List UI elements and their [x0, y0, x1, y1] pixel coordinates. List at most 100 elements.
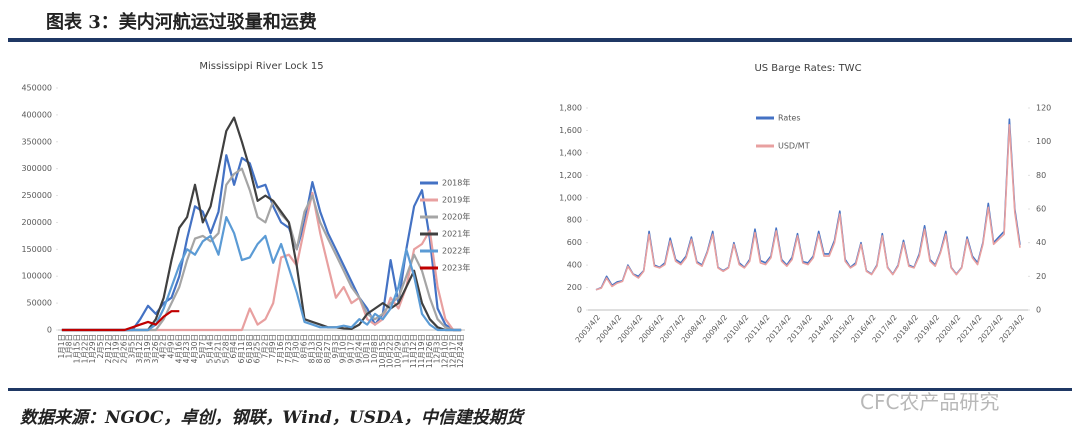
series-line [61, 191, 462, 332]
legend-label: 2022年 [442, 246, 470, 256]
series-line [595, 124, 1021, 291]
y2-tick-label: 60 [1036, 205, 1046, 214]
x-tick-label: 6月11日 [237, 334, 246, 363]
x-tick-label: 4月23日 [182, 334, 191, 363]
x-tick-label: 2月26日 [120, 334, 129, 363]
x-tick-label: 2月19日 [112, 334, 121, 363]
y-tick-label: 800 [567, 216, 582, 225]
x-tick-label: 10月22日 [386, 334, 395, 368]
chart-title: Mississippi River Lock 15 [199, 61, 323, 72]
x-tick-label: 7月30日 [292, 334, 301, 363]
x-tick-label: 3月5日 [127, 334, 136, 359]
y-tick-label: 450000 [21, 84, 52, 93]
x-tick-label: 12月24日 [456, 334, 465, 368]
y2-tick-label: 80 [1036, 171, 1046, 180]
y2-tick-label: 100 [1036, 137, 1051, 146]
x-tick-label: 1月22日 [80, 334, 89, 363]
x-tick-label: 10月1日 [362, 334, 371, 363]
x-tick-label: 12月10日 [440, 334, 449, 368]
y-tick-label: 1,400 [559, 148, 582, 157]
x-tick-label: 7月2日 [260, 334, 269, 359]
y-tick-label: 150000 [21, 245, 52, 254]
x-tick-label: 1月8日 [65, 334, 74, 359]
x-tick-label: 5月14日 [206, 334, 215, 363]
x-tick-label: 7月23日 [284, 334, 293, 363]
x-tick-label: 5月7日 [198, 334, 207, 359]
x-tick-label: 3月12日 [135, 334, 144, 363]
x-tick-label: 7月9日 [268, 334, 277, 359]
legend-label: 2021年 [442, 229, 470, 239]
x-tick-label: 3月26日 [151, 334, 160, 363]
watermark: CFC农产品研究 [860, 390, 1000, 414]
y-tick-label: 400 [567, 261, 582, 270]
series-line [61, 216, 462, 332]
x-tick-label: 2月12日 [104, 334, 113, 363]
y2-tick-label: 40 [1036, 238, 1046, 247]
source-note: 数据来源：NGOC，卓创，钢联，Wind，USDA，中信建投期货 [20, 408, 523, 428]
x-tick-label: 4月9日 [166, 334, 175, 359]
legend-label: 2019年 [442, 195, 470, 205]
y2-tick-label: 120 [1036, 104, 1051, 113]
y-tick-label: 300000 [21, 164, 52, 173]
series-line [61, 116, 462, 332]
y-tick-label: 200 [567, 283, 582, 292]
x-tick-label: 5月21日 [213, 334, 222, 363]
legend-label: USD/MT [778, 142, 810, 151]
x-tick-label: 8月20日 [315, 334, 324, 363]
y-tick-label: 100000 [21, 272, 52, 281]
x-tick-label: 10月15日 [378, 334, 387, 368]
x-tick-label: 11月12日 [409, 334, 418, 368]
x-tick-label: 4月30日 [190, 334, 199, 363]
y-tick-label: 50000 [27, 299, 52, 308]
figure-title: 图表 3：美内河航运过驳量和运费 [46, 12, 317, 33]
legend-label: Rates [778, 114, 801, 123]
series-line [61, 167, 462, 332]
top-rule [8, 38, 1072, 42]
y-tick-label: 400000 [21, 110, 52, 119]
x-tick-label: 6月25日 [253, 334, 262, 363]
x-tick-label: 9月24日 [354, 334, 363, 363]
x-tick-label: 11月26日 [425, 334, 434, 368]
x-tick-label: 9月10日 [339, 334, 348, 363]
x-tick-label: 3月19日 [143, 334, 152, 363]
y-tick-label: 350000 [21, 137, 52, 146]
x-tick-label: 6月4日 [229, 334, 238, 359]
legend-label: 2023年 [442, 263, 470, 273]
x-tick-label: 5月28日 [221, 334, 230, 363]
x-tick-label: 8月27日 [323, 334, 332, 363]
series-line [61, 310, 180, 332]
legend-label: 2018年 [442, 178, 470, 188]
y-tick-label: 200000 [21, 218, 52, 227]
x-tick-label: 7月16日 [276, 334, 285, 363]
legend-label: 2020年 [442, 212, 470, 222]
bottom-rule [8, 388, 1072, 391]
x-tick-label: 11月5日 [401, 334, 410, 363]
y-tick-label: 1,800 [559, 104, 582, 113]
x-tick-label: 9月3日 [331, 334, 340, 359]
y-tick-label: 1,600 [559, 126, 582, 135]
x-tick-label: 8月6日 [300, 334, 309, 359]
x-tick-label: 1月1日 [57, 334, 66, 359]
x-tick-label: 1月15日 [73, 334, 82, 363]
x-tick-label: 2月5日 [96, 334, 105, 359]
x-tick-label: 10月8日 [370, 334, 379, 363]
x-tick-label: 11月19日 [417, 334, 426, 368]
x-tick-label: 8月13日 [307, 334, 316, 363]
y-tick-label: 600 [567, 238, 582, 247]
x-tick-label: 9月17日 [347, 334, 356, 363]
y-tick-label: 250000 [21, 191, 52, 200]
y-tick-label: 0 [577, 306, 582, 315]
x-tick-label: 6月18日 [245, 334, 254, 363]
x-tick-label: 12月17日 [448, 334, 457, 368]
y-tick-label: 0 [47, 326, 52, 335]
x-tick-label: 1月29日 [88, 334, 97, 363]
y2-tick-label: 20 [1036, 272, 1046, 281]
x-tick-label: 4月16日 [174, 334, 183, 363]
x-tick-label: 12月3日 [433, 334, 442, 363]
y-tick-label: 1,200 [559, 171, 582, 180]
y-tick-label: 1,000 [559, 193, 582, 202]
y2-tick-label: 0 [1036, 306, 1041, 315]
chart-title: US Barge Rates: TWC [754, 63, 861, 74]
